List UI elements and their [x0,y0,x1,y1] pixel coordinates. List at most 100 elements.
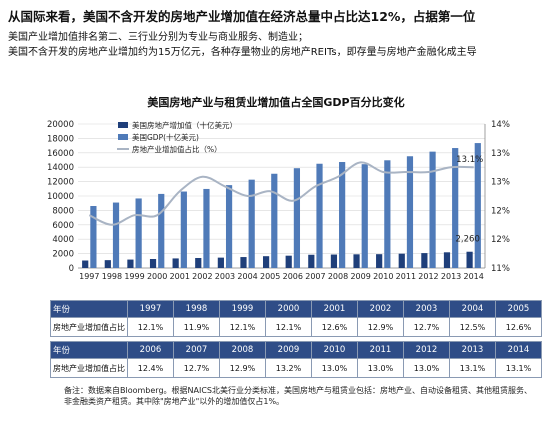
bar-gdp [361,164,368,268]
value-cell: 13.0% [357,358,404,378]
y-tick-label: 0 [69,264,74,274]
bar-real-estate [127,259,134,268]
value-cell: 13.1% [495,358,542,378]
bar-real-estate [285,255,292,268]
value-cell: 12.6% [495,317,542,337]
value-cell: 13.1% [449,358,496,378]
y-tick-label: 6000 [52,221,74,231]
y2-tick-label: 13% [491,149,510,159]
value-cell: 12.1% [127,317,174,337]
year-cell: 2004 [449,300,496,318]
bar-gdp [452,148,459,268]
bar-gdp [271,173,278,268]
y-tick-label: 14000 [47,163,74,173]
value-cell: 12.9% [357,317,404,337]
annotation-label: 2,260 [456,235,480,245]
y2-tick-label: 12% [491,206,510,216]
bar-real-estate [104,260,111,268]
x-tick-label: 2007 [305,272,325,281]
y2-tick-label: 11% [491,264,510,274]
bar-real-estate [421,253,428,268]
bar-gdp [316,163,323,268]
bar-gdp [339,162,346,268]
y-tick-label: 8000 [52,206,74,216]
share-table-2006-2014: 年份 2006 2007 2008 2009 2010 2011 2012 20… [50,341,542,378]
bar-gdp [90,206,97,268]
y2-tick-label: 13% [491,178,510,188]
bar-real-estate [149,259,157,268]
table-header-row: 年份 1997 1998 1999 2000 2001 2002 2003 20… [50,300,542,318]
footnote: 备注：数据来自Bloomberg。根据NAICS北美行业分类标准，美国房地产与租… [64,386,532,406]
year-cell: 2011 [357,341,404,359]
x-tick-label: 2001 [170,272,190,281]
legend-label: 美国房地产增加值（十亿美元） [132,120,237,130]
x-tick-label: 2014 [464,272,484,281]
x-tick-label: 2009 [350,272,370,281]
chart-title: 美国房地产业与租赁业增加值占全国GDP百分比变化 [147,96,405,109]
value-cell: 12.5% [449,317,496,337]
y-tick-label: 16000 [47,149,74,159]
x-tick-label: 2005 [260,272,280,281]
year-cell: 1999 [219,300,266,318]
year-cell: 2005 [495,300,542,318]
bar-real-estate [308,254,315,268]
bar-real-estate [376,254,383,268]
bar-real-estate [82,260,89,268]
table-header-row: 年份 2006 2007 2008 2009 2010 2011 2012 20… [50,341,542,359]
bar-real-estate [443,252,451,268]
value-cell: 12.7% [403,317,450,337]
x-tick-label: 2012 [418,272,438,281]
legend-swatch [118,122,128,128]
annotation-label: 13.1% [456,155,483,165]
year-cell: 2014 [495,341,542,359]
y-tick-label: 18000 [47,134,74,144]
bar-real-estate [262,256,270,268]
x-tick-label: 2008 [328,272,348,281]
x-tick-label: 2004 [237,272,257,281]
year-cell: 2003 [403,300,450,318]
x-tick-label: 1998 [102,272,122,281]
value-cell: 12.1% [265,317,312,337]
x-tick-label: 2013 [441,272,461,281]
value-cell: 11.9% [173,317,220,337]
year-cell: 2002 [357,300,404,318]
bar-gdp [293,168,301,268]
x-tick-label: 2011 [396,272,416,281]
bar-real-estate [353,254,360,268]
share-label-cell: 房地产业增加值占比 [50,358,128,378]
share-table-1997-2005: 年份 1997 1998 1999 2000 2001 2002 2003 20… [50,300,542,337]
x-tick-label: 2006 [283,272,303,281]
y-tick-label: 2000 [52,250,74,260]
bar-real-estate [398,253,405,268]
year-cell: 2008 [219,341,266,359]
bar-gdp [248,179,255,268]
year-cell: 2012 [403,341,450,359]
year-cell: 2001 [311,300,358,318]
bar-gdp [158,193,165,268]
value-cell: 13.0% [311,358,358,378]
x-tick-label: 2000 [147,272,167,281]
x-tick-label: 1999 [124,272,144,281]
value-cell: 12.1% [219,317,266,337]
year-cell: 1997 [127,300,174,318]
x-tick-label: 1997 [79,272,99,281]
year-label-cell: 年份 [50,300,128,318]
value-cell: 12.4% [127,358,174,378]
y-tick-label: 20000 [47,120,74,130]
bar-real-estate [217,257,224,268]
x-tick-label: 2010 [373,272,393,281]
bar-gdp [474,143,481,268]
y-tick-label: 12000 [47,178,74,188]
series-line-share [88,161,474,226]
y-tick-label: 4000 [52,235,74,245]
y2-tick-label: 12% [491,235,510,245]
year-cell: 2013 [449,341,496,359]
year-cell: 2000 [265,300,312,318]
value-cell: 13.2% [265,358,312,378]
x-tick-label: 2002 [192,272,212,281]
bar-gdp [135,198,142,268]
value-cell: 12.9% [219,358,266,378]
bar-real-estate [330,254,338,268]
year-label-cell: 年份 [50,341,128,359]
